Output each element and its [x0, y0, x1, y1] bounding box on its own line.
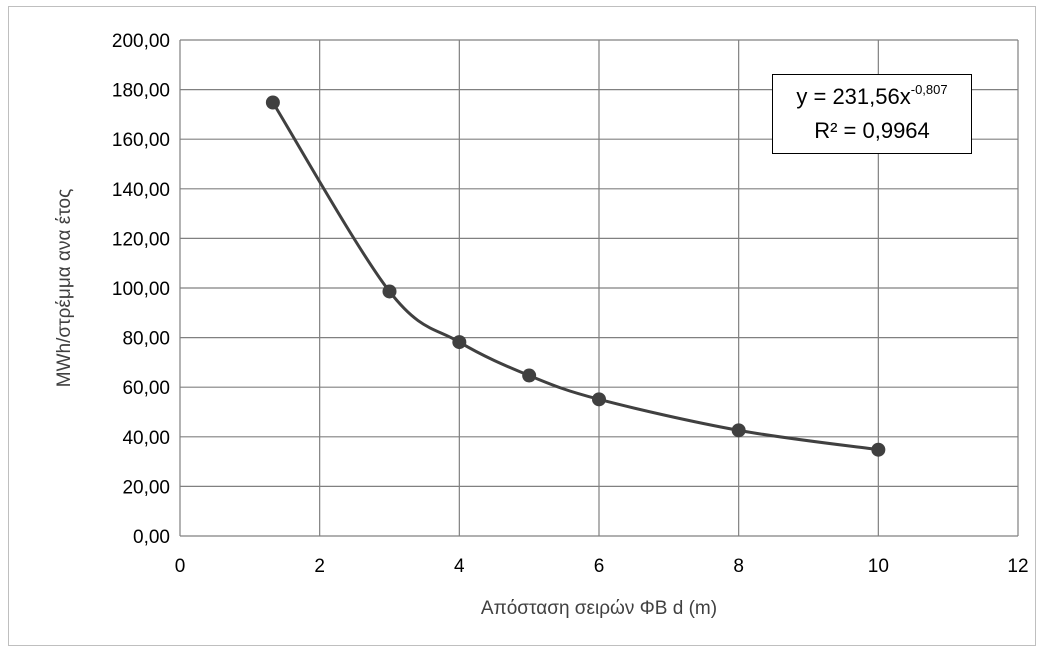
data-markers — [265, 95, 886, 457]
y-tick-label: 0,00 — [133, 527, 170, 548]
y-tick-label: 80,00 — [122, 329, 170, 350]
y-tick-label: 120,00 — [112, 229, 170, 250]
trendline-equation-box: y = 231,56x-0,807 R² = 0,9964 — [772, 74, 972, 154]
r-squared: R² = 0,9964 — [814, 118, 930, 143]
gridlines — [179, 39, 1019, 537]
y-tick-label: 100,00 — [112, 279, 170, 300]
y-tick-label: 180,00 — [112, 81, 170, 102]
y-tick-label: 200,00 — [112, 31, 170, 52]
x-tick-label: 6 — [594, 556, 605, 577]
x-tick-label: 4 — [454, 556, 465, 577]
x-tick-label: 10 — [868, 556, 889, 577]
tick-labels: 0,00 20,00 40,00 60,00 80,00 100,00 120,00 140,… — [112, 31, 1029, 577]
y-tick-label: 20,00 — [122, 477, 170, 498]
trendline-equation: y = 231,56x-0,807 — [796, 82, 948, 109]
series-line — [271, 101, 879, 452]
x-tick-label: 2 — [314, 556, 325, 577]
x-tick-label: 8 — [733, 556, 744, 577]
x-tick-label: 12 — [1007, 556, 1028, 577]
y-tick-label: 40,00 — [122, 428, 170, 449]
y-tick-label: 160,00 — [112, 130, 170, 151]
x-axis-label: Απόσταση σειρών ΦΒ d (m) — [481, 598, 717, 619]
data-point — [452, 335, 467, 350]
data-point — [731, 423, 746, 438]
data-point — [382, 284, 397, 299]
x-tick-label: 0 — [175, 556, 186, 577]
data-point — [871, 442, 886, 457]
y-tick-label: 140,00 — [112, 180, 170, 201]
y-tick-label: 60,00 — [122, 378, 170, 399]
y-axis-label: MWh/στρέμμα ανα έτος — [54, 189, 75, 387]
data-point — [592, 392, 606, 407]
data-point — [522, 368, 537, 383]
data-point — [265, 95, 280, 110]
